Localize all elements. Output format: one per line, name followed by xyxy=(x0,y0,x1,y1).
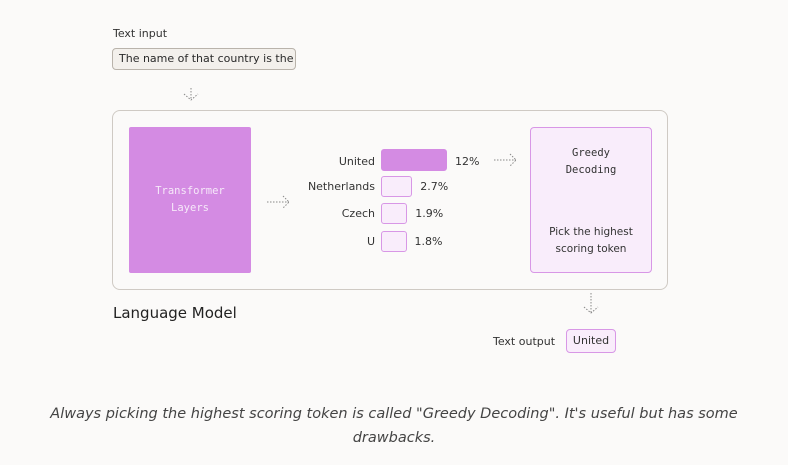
token-bar-netherlands xyxy=(381,176,413,197)
text-input-label: Text input xyxy=(113,27,168,40)
greedy-decoding-box: Greedy Decoding Pick the highest scoring… xyxy=(530,127,652,273)
transformer-label-line1: Transformer xyxy=(155,185,225,197)
text-output-label: Text output xyxy=(493,335,556,348)
token-bar-u xyxy=(381,231,407,252)
token-label-netherlands: Netherlands xyxy=(307,180,375,193)
down-arrow-icon xyxy=(183,88,199,101)
token-label-czech: Czech xyxy=(341,207,375,220)
right-arrow-icon xyxy=(267,195,290,209)
caption-line1: Always picking the highest scoring token… xyxy=(50,406,738,422)
greedy-title-line1: Greedy xyxy=(572,147,610,159)
token-bar-czech xyxy=(381,203,408,224)
token-label-u: U xyxy=(366,235,375,248)
greedy-title-line2: Decoding xyxy=(565,164,617,176)
transformer-label-line2: Layers xyxy=(171,202,209,214)
caption: Always picking the highest scoring token… xyxy=(0,402,788,450)
language-model-title: Language Model xyxy=(113,304,237,322)
right-arrow-icon xyxy=(494,153,517,167)
greedy-desc-line1: Pick the highest xyxy=(549,226,633,238)
token-bar-united xyxy=(381,149,447,171)
token-pct-netherlands: 2.7% xyxy=(420,180,449,193)
greedy-desc-line2: scoring token xyxy=(555,243,627,255)
token-pct-u: 1.8% xyxy=(414,235,443,248)
transformer-layers-block: Transformer Layers xyxy=(129,127,251,273)
token-pct-united: 12% xyxy=(455,155,480,168)
text-input-box: The name of that country is the xyxy=(112,48,296,70)
text-output-box: United xyxy=(566,329,616,353)
down-arrow-icon xyxy=(583,293,599,314)
token-pct-czech: 1.9% xyxy=(415,207,444,220)
caption-line2: drawbacks. xyxy=(352,430,436,446)
token-label-united: United xyxy=(338,155,375,168)
